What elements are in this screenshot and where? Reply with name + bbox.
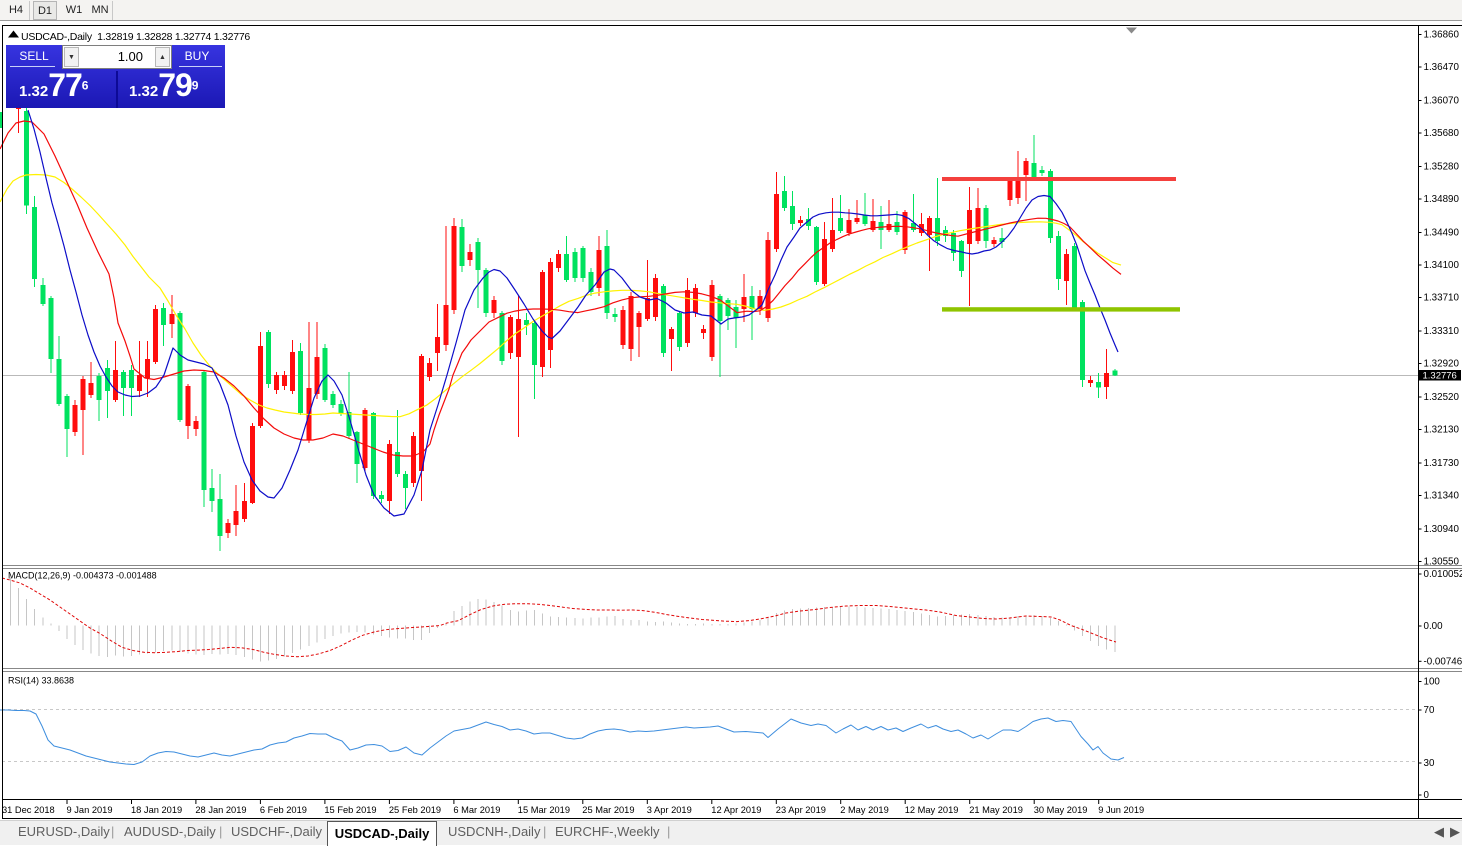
svg-text:28 Jan 2019: 28 Jan 2019 (195, 805, 246, 815)
svg-text:MACD(12,26,9) -0.004373 -0.001: MACD(12,26,9) -0.004373 -0.001488 (8, 571, 157, 581)
svg-text:2 May 2019: 2 May 2019 (840, 805, 889, 815)
svg-text:23 Apr 2019: 23 Apr 2019 (776, 805, 826, 815)
svg-text:21 May 2019: 21 May 2019 (969, 805, 1023, 815)
svg-text:18 Jan 2019: 18 Jan 2019 (131, 805, 182, 815)
svg-text:0: 0 (1424, 790, 1430, 801)
svg-text:1.33310: 1.33310 (1424, 326, 1460, 337)
svg-text:1.36470: 1.36470 (1424, 62, 1460, 73)
svg-text:6 Feb 2019: 6 Feb 2019 (260, 805, 307, 815)
svg-text:9 Jun 2019: 9 Jun 2019 (1098, 805, 1144, 815)
svg-text:1.33710: 1.33710 (1424, 293, 1460, 304)
svg-text:3 Apr 2019: 3 Apr 2019 (647, 805, 692, 815)
svg-text:0.00: 0.00 (1424, 621, 1444, 632)
svg-text:1.30940: 1.30940 (1424, 524, 1460, 535)
svg-text:1.32130: 1.32130 (1424, 425, 1460, 436)
svg-text:1.31730: 1.31730 (1424, 458, 1460, 469)
svg-text:25 Feb 2019: 25 Feb 2019 (389, 805, 441, 815)
svg-text:30: 30 (1424, 758, 1435, 769)
svg-text:USDCAD-,Daily 1.32819 1.32828: USDCAD-,Daily 1.32819 1.32828 1.32774 1.… (21, 31, 250, 43)
svg-text:1.34890: 1.34890 (1424, 194, 1460, 205)
svg-text:9 Jan 2019: 9 Jan 2019 (67, 805, 113, 815)
svg-text:0.010052: 0.010052 (1424, 569, 1462, 580)
svg-text:12 May 2019: 12 May 2019 (905, 805, 959, 815)
svg-text:15 Mar 2019: 15 Mar 2019 (518, 805, 570, 815)
svg-text:1.34490: 1.34490 (1424, 228, 1460, 239)
svg-text:70: 70 (1424, 705, 1435, 716)
svg-text:1.32776: 1.32776 (1423, 371, 1457, 382)
svg-text:1.34100: 1.34100 (1424, 260, 1460, 271)
svg-text:1.35680: 1.35680 (1424, 128, 1460, 139)
svg-text:25 Mar 2019: 25 Mar 2019 (582, 805, 634, 815)
svg-text:1.30550: 1.30550 (1424, 557, 1460, 568)
svg-text:1.32520: 1.32520 (1424, 392, 1460, 403)
svg-text:30 May 2019: 30 May 2019 (1034, 805, 1088, 815)
svg-text:-0.007469: -0.007469 (1424, 656, 1462, 667)
svg-text:1.36860: 1.36860 (1424, 30, 1460, 41)
svg-text:12 Apr 2019: 12 Apr 2019 (711, 805, 761, 815)
svg-text:1.32920: 1.32920 (1424, 359, 1460, 370)
svg-text:100: 100 (1424, 677, 1441, 688)
svg-text:31 Dec 2018: 31 Dec 2018 (2, 805, 55, 815)
svg-text:1.35280: 1.35280 (1424, 162, 1460, 173)
svg-text:RSI(14) 33.8638: RSI(14) 33.8638 (8, 676, 74, 686)
svg-text:1.31340: 1.31340 (1424, 491, 1460, 502)
svg-text:15 Feb 2019: 15 Feb 2019 (324, 805, 376, 815)
svg-text:6 Mar 2019: 6 Mar 2019 (453, 805, 500, 815)
svg-text:1.36070: 1.36070 (1424, 96, 1460, 107)
